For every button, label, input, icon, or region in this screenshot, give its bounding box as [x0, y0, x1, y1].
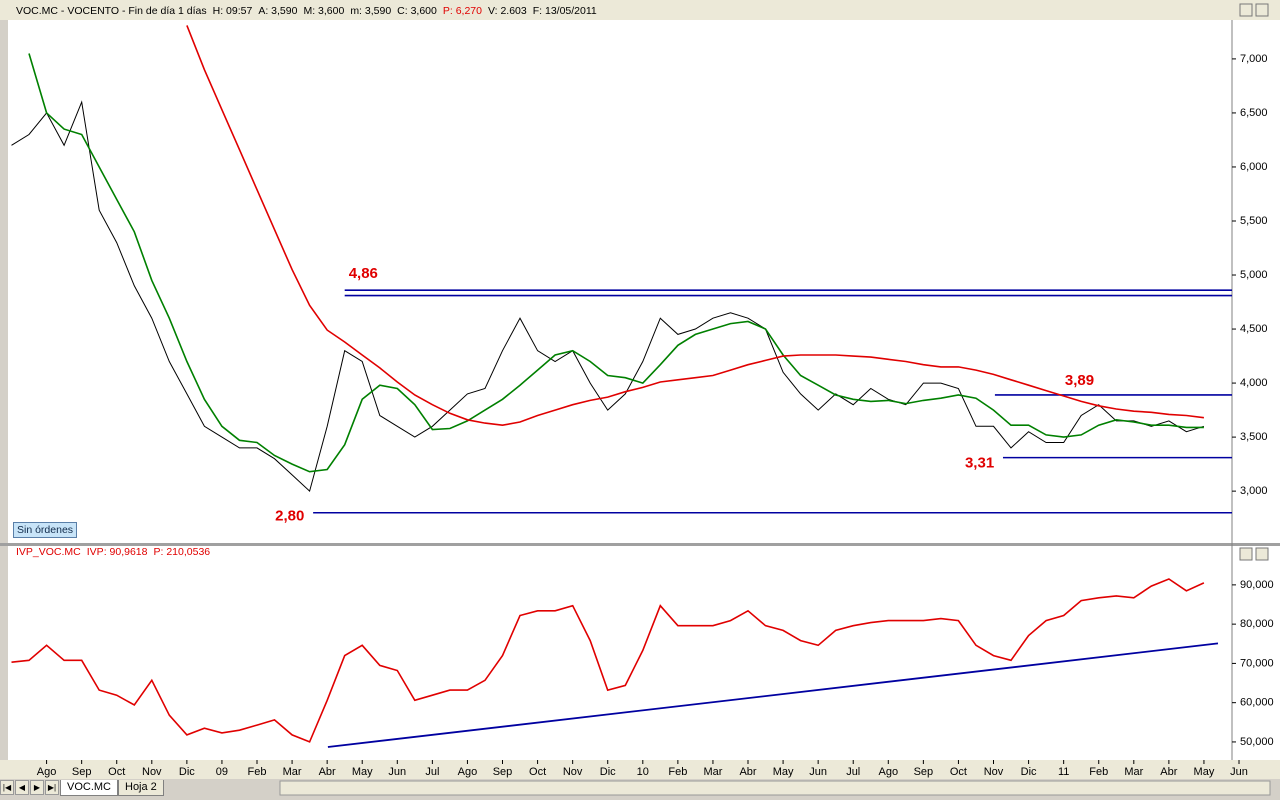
- x-tick-label: Oct: [108, 766, 125, 778]
- y-tick-label: 60,000: [1240, 697, 1274, 709]
- x-tick-label: Sep: [914, 766, 934, 778]
- x-tick-label: 09: [216, 766, 228, 778]
- window-button[interactable]: [1255, 547, 1269, 561]
- x-tick-label: Sep: [72, 766, 92, 778]
- x-tick-label: Jun: [809, 766, 827, 778]
- y-tick-label: 90,000: [1240, 579, 1274, 591]
- y-tick-label: 5,500: [1240, 215, 1268, 227]
- indicator-plot: [8, 546, 1232, 760]
- x-tick-label: 11: [1058, 766, 1069, 778]
- header-item: IVP_VOC.MC: [16, 546, 81, 558]
- header-item: m: 3,590: [350, 5, 392, 17]
- header-item: P: 210,0536: [153, 546, 211, 558]
- x-tick-label: Jun: [1230, 766, 1248, 778]
- y-tick-label: 4,500: [1240, 323, 1268, 335]
- header-item: IVP: 90,9618: [86, 546, 148, 558]
- y-tick-label: 5,000: [1240, 269, 1268, 281]
- window-button[interactable]: [1239, 3, 1253, 17]
- header-item: VOC.MC - VOCENTO - Fin de día 1 días: [16, 5, 207, 17]
- x-tick-label: Sep: [493, 766, 513, 778]
- x-axis-strip: [0, 760, 1280, 779]
- level-label: 4,86: [349, 265, 378, 282]
- level-label: 2,80: [275, 508, 304, 525]
- level-label: 3,89: [1065, 372, 1094, 389]
- y-tick-label: 50,000: [1240, 736, 1274, 748]
- sheet-tab[interactable]: Hoja 2: [118, 779, 164, 796]
- x-tick-label: Mar: [703, 766, 722, 778]
- trend-line: [327, 642, 1219, 748]
- y-tick-label: 6,000: [1240, 161, 1268, 173]
- x-tick-label: Dic: [1021, 766, 1037, 778]
- x-tick-label: May: [773, 766, 794, 778]
- tab-nav[interactable]: ▶|: [45, 780, 59, 795]
- series-line: [11, 578, 1205, 743]
- x-tick-label: Dic: [600, 766, 616, 778]
- x-tick-label: Oct: [529, 766, 546, 778]
- header-item: F: 13/05/2011: [532, 5, 597, 17]
- level-label: 3,31: [965, 455, 994, 472]
- header-item: M: 3,600: [303, 5, 345, 17]
- header-item: H: 09:57: [212, 5, 253, 17]
- x-tick-label: Abr: [1160, 766, 1177, 778]
- x-tick-label: Jul: [846, 766, 860, 778]
- x-tick-label: Feb: [668, 766, 687, 778]
- x-tick-label: Feb: [248, 766, 267, 778]
- h-scrollbar[interactable]: [279, 780, 1271, 796]
- x-tick-label: Jun: [388, 766, 406, 778]
- header-item: P: 6,270: [442, 5, 482, 17]
- series-line: [11, 100, 1205, 493]
- x-tick-label: Nov: [142, 766, 162, 778]
- x-tick-label: Oct: [950, 766, 967, 778]
- x-tick-label: Mar: [283, 766, 302, 778]
- x-tick-label: Nov: [563, 766, 583, 778]
- y-tick-label: 3,500: [1240, 431, 1268, 443]
- x-tick-label: 10: [637, 766, 649, 778]
- y-tick-label: 3,000: [1240, 485, 1268, 497]
- title-strip: [0, 0, 1280, 20]
- price-axis: [1232, 20, 1280, 543]
- window-button[interactable]: [1239, 547, 1253, 561]
- y-tick-label: 7,000: [1240, 53, 1268, 65]
- y-tick-label: 6,500: [1240, 107, 1268, 119]
- tab-nav[interactable]: ▶: [30, 780, 44, 795]
- y-tick-label: 80,000: [1240, 618, 1274, 630]
- indicator-axis: [1232, 546, 1280, 760]
- x-tick-label: Jul: [425, 766, 439, 778]
- x-tick-label: Abr: [319, 766, 336, 778]
- x-tick-label: Abr: [739, 766, 756, 778]
- chart-header: VOC.MC - VOCENTO - Fin de día 1 días H: 0…: [16, 4, 597, 18]
- x-tick-label: Dic: [179, 766, 195, 778]
- y-tick-label: 4,000: [1240, 377, 1268, 389]
- panel-divider: [0, 543, 1280, 546]
- window-button[interactable]: [1255, 3, 1269, 17]
- price-plot: [8, 20, 1232, 543]
- y-tick-label: 70,000: [1240, 657, 1274, 669]
- orders-button[interactable]: Sin órdenes: [13, 522, 78, 538]
- tab-nav[interactable]: |◀: [0, 780, 14, 795]
- series-line: [186, 25, 1204, 427]
- sheet-tabs: |◀ ◀ ▶ ▶| VOC.MC Hoja 2: [0, 779, 164, 796]
- x-tick-label: Nov: [984, 766, 1004, 778]
- x-tick-label: May: [1194, 766, 1215, 778]
- x-tick-label: Ago: [458, 766, 478, 778]
- series-line: [28, 53, 1204, 473]
- sheet-tab[interactable]: VOC.MC: [60, 779, 118, 796]
- x-tick-label: Mar: [1124, 766, 1143, 778]
- header-item: V: 2.603: [488, 5, 527, 17]
- x-tick-label: May: [352, 766, 373, 778]
- x-tick-label: Ago: [37, 766, 57, 778]
- x-tick-label: Feb: [1089, 766, 1108, 778]
- tab-nav[interactable]: ◀: [15, 780, 29, 795]
- indicator-header: IVP_VOC.MC IVP: 90,9618 P: 210,0536: [16, 545, 210, 559]
- header-item: A: 3,590: [258, 5, 298, 17]
- header-item: C: 3,600: [397, 5, 437, 17]
- x-tick-label: Ago: [879, 766, 899, 778]
